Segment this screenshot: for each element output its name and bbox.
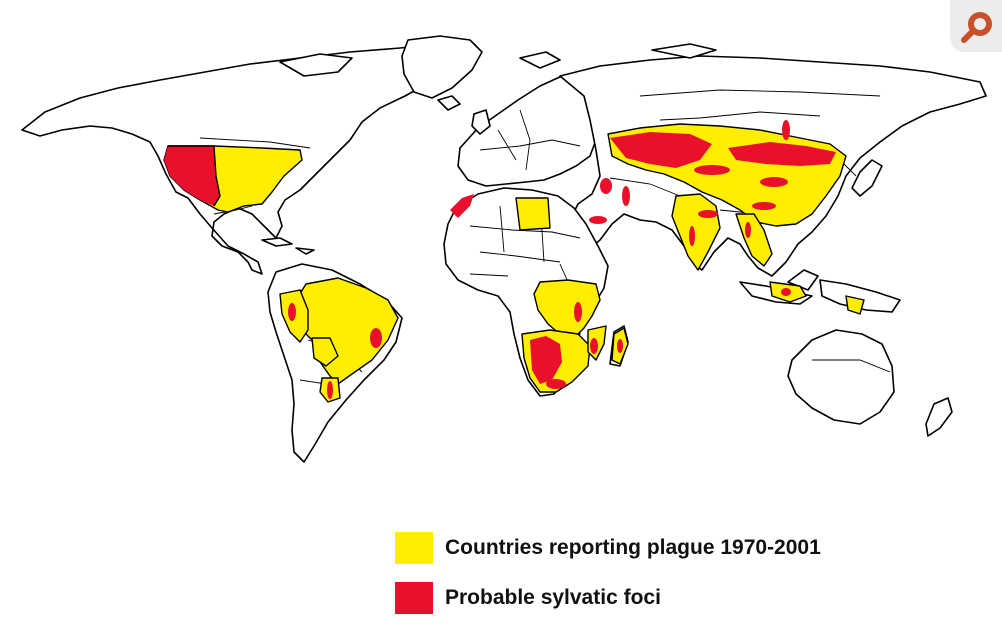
focus-argentina: [327, 381, 333, 399]
focus-caucasus: [600, 178, 612, 194]
focus-myanmar: [745, 222, 751, 238]
land-greenland: [401, 35, 483, 99]
focus-iran: [622, 186, 630, 206]
legend-label-sylvatic-foci: Probable sylvatic foci: [445, 586, 661, 609]
focus-siberia: [782, 120, 790, 140]
land-australia: [787, 329, 895, 425]
focus-india-south: [689, 226, 695, 246]
legend-swatch-yellow: [395, 532, 433, 564]
land-british-isles: [471, 109, 491, 135]
legend-item-sylvatic-foci: Probable sylvatic foci: [395, 580, 955, 616]
focus-brazil-east: [370, 328, 382, 348]
sylvatic-foci: [164, 120, 836, 399]
focus-morocco-algeria: [450, 194, 474, 218]
focus-south-africa: [546, 379, 566, 389]
focus-india-north: [698, 210, 718, 218]
focus-central-asia: [610, 132, 712, 168]
focus-mozambique: [590, 338, 598, 354]
magnifier-icon: [961, 12, 992, 43]
focus-arabia: [589, 216, 607, 224]
magnifier-badge[interactable]: [950, 0, 1002, 52]
focus-madagascar: [617, 339, 623, 353]
focus-mongolia: [728, 142, 836, 166]
map-legend: Countries reporting plague 1970-2001 Pro…: [395, 530, 955, 630]
world-map: [21, 35, 987, 463]
focus-peru: [288, 303, 296, 321]
plague-region-bolivia: [311, 337, 339, 367]
land-caribbean: [261, 237, 315, 255]
land-europe: [457, 75, 601, 187]
plague-region-india: [671, 193, 721, 271]
land-iceland: [437, 95, 461, 111]
land-new-zealand: [925, 397, 953, 437]
focus-southern-africa: [530, 336, 562, 384]
legend-swatch-red: [395, 582, 433, 614]
legend-label-plague-countries: Countries reporting plague 1970-2001: [445, 536, 821, 559]
land-japan: [851, 159, 883, 197]
plague-region-libya: [515, 197, 551, 231]
land-southeast-asia-islands: [739, 269, 901, 313]
plague-region-indonesia-east: [845, 295, 865, 315]
focus-indonesia: [781, 288, 791, 296]
legend-item-plague-countries: Countries reporting plague 1970-2001: [395, 530, 955, 566]
land-arctic-islands: [279, 43, 717, 77]
focus-west-china: [694, 165, 730, 175]
focus-western-usa: [164, 146, 220, 206]
focus-china-south: [752, 202, 776, 210]
plague-region-myanmar-vietnam: [735, 213, 773, 267]
focus-north-china: [760, 177, 788, 187]
focus-zambia-malawi: [574, 302, 582, 322]
